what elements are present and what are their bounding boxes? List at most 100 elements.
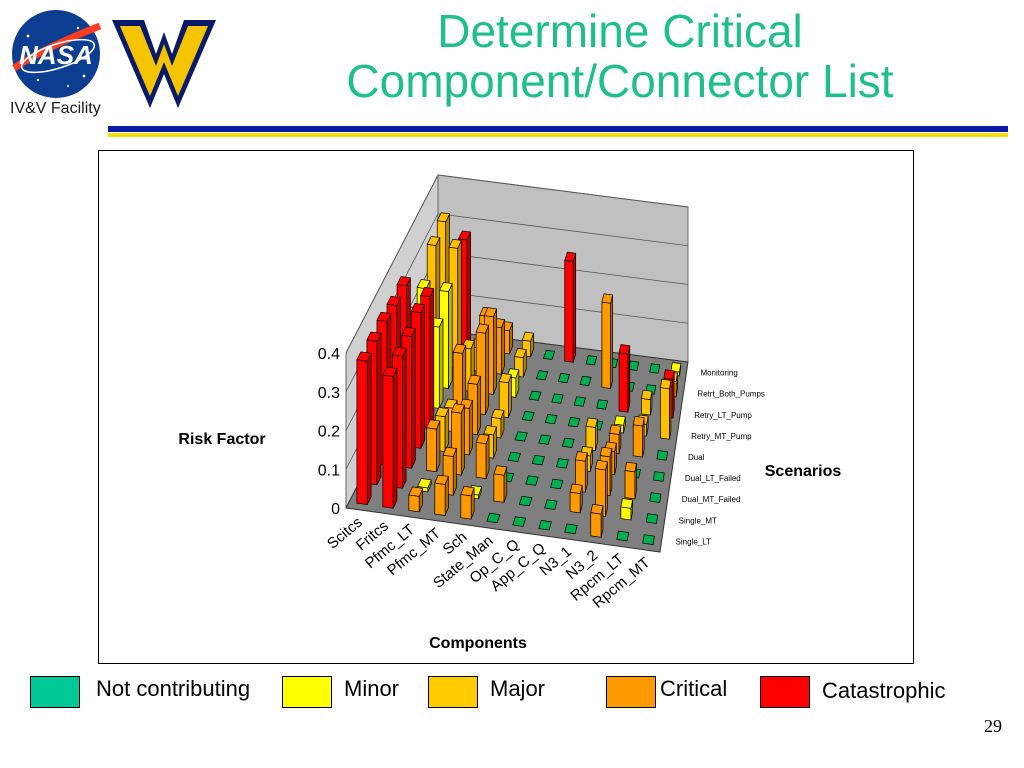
title-line-2: Component/Connector List: [346, 55, 894, 107]
bar-top: [556, 458, 569, 469]
bar-top: [618, 344, 631, 355]
bar-side: [468, 400, 473, 456]
bar-front: [641, 398, 651, 416]
bar-top: [574, 451, 588, 462]
z-tick-label: 0.1: [318, 462, 340, 479]
nasa-logo: NASA: [12, 10, 102, 98]
bar-State_Man-Retry_LT_Pump: [528, 390, 542, 401]
bar-front: [632, 424, 644, 458]
scenario-label: Retry_LT_Pump: [694, 411, 752, 420]
bar-Rpcm_MT-Single_MT: [645, 513, 659, 524]
bar-side: [493, 308, 497, 395]
bar-front: [624, 470, 636, 500]
legend-label-major: Major: [490, 676, 546, 701]
bar-Pfmc_LT-Dual_MT_Failed: [426, 419, 441, 473]
bar-Op_C_Q-Dual_LT_Failed: [531, 454, 545, 466]
bar-N3_1-Single_LT: [564, 523, 578, 535]
scenario-label: Retry_MT_Pump: [691, 432, 752, 441]
bar-top: [391, 346, 407, 357]
bar-top: [416, 279, 431, 289]
bar-side: [376, 333, 382, 485]
bar-front: [620, 506, 632, 521]
page-title: Determine Critical Component/Connector L…: [230, 6, 1010, 106]
bar-top: [475, 433, 490, 445]
x-axis-title: Components: [429, 635, 527, 652]
bar-top: [590, 503, 604, 515]
bar-front: [590, 512, 602, 538]
bar-top: [401, 326, 416, 337]
bar-top: [528, 390, 542, 401]
bar-App_C_Q-Dual: [561, 437, 575, 448]
bar-N3_1-Dual: [585, 417, 598, 452]
bar-N3_2-Retry_LT_Pump: [618, 344, 631, 413]
bar-top: [641, 389, 653, 401]
bar-top: [420, 287, 435, 298]
risk-chart: 00.10.20.30.4ScitcsFritcsPfmc_LTPfmc_MTS…: [178, 174, 841, 652]
scenario-label: Single_MT: [679, 516, 717, 525]
bar-top: [426, 236, 441, 246]
bar-top: [573, 396, 586, 407]
bar-top: [457, 230, 472, 241]
bar-top: [460, 485, 475, 497]
bar-top: [670, 362, 682, 373]
bar-Rpcm_MT-Dual: [656, 450, 669, 461]
bar-top: [624, 461, 637, 473]
header-rule-yellow: [108, 133, 1008, 137]
bar-top: [659, 378, 672, 390]
bar-App_C_Q-Monitoring: [585, 355, 598, 366]
bar-top: [652, 471, 665, 482]
bar-side: [476, 376, 481, 435]
bar-Rpcm_LT-Monitoring: [649, 363, 661, 374]
title-line-1: Determine Critical: [437, 5, 803, 57]
bar-Rpcm_MT-Retry_MT_Pump: [659, 378, 672, 440]
bar-top: [442, 446, 457, 457]
bar-top: [518, 495, 533, 507]
bar-Rpcm_MT-Dual_MT_Failed: [649, 492, 662, 503]
bar-top: [544, 413, 558, 425]
bar-top: [512, 516, 527, 527]
bar-top: [544, 499, 558, 510]
bar-top: [599, 446, 613, 458]
bar-top: [649, 492, 662, 503]
bar-Rpcm_LT-Single_MT: [620, 498, 633, 521]
bar-State_Man-Retrt_Both_Pumps: [535, 370, 549, 381]
bar-top: [642, 534, 655, 545]
chart-labels: 00.10.20.30.4ScitcsFritcsPfmc_LTPfmc_MTS…: [178, 346, 841, 652]
bar-side: [392, 368, 398, 509]
bar-Rpcm_LT-Dual: [632, 416, 645, 458]
scenario-label: Monitoring: [700, 369, 737, 378]
bar-top: [439, 282, 453, 292]
bar-State_Man-Dual: [514, 431, 528, 442]
bar-front: [426, 427, 437, 473]
bar-Sch-Retry_MT_Pump: [498, 373, 512, 419]
bar-top: [382, 366, 398, 377]
legend-label-critical: Critical: [660, 676, 728, 701]
bar-Op_C_Q-Dual_MT_Failed: [525, 475, 539, 486]
bar-side: [485, 324, 489, 415]
bar-side: [366, 353, 372, 505]
bar-Op_C_Q-Single_MT: [518, 495, 533, 507]
bar-top: [525, 475, 539, 486]
z-axis-title: Risk Factor: [178, 431, 265, 448]
legend-label-minor: Minor: [344, 676, 400, 701]
bar-side: [429, 288, 435, 429]
bar-top: [448, 238, 462, 249]
bar-App_C_Q-Dual_MT_Failed: [550, 478, 564, 490]
bar-State_Man-Monitoring: [542, 349, 556, 360]
bar-N3_2-Single_MT: [595, 459, 608, 517]
bar-side: [438, 318, 444, 409]
bar-top: [521, 410, 535, 422]
bar-top: [408, 486, 424, 497]
bar-top: [656, 450, 669, 461]
legend-swatch-critical: [606, 676, 656, 708]
bar-Op_C_Q-Dual: [538, 434, 552, 445]
bar-top: [366, 331, 382, 342]
bar-top: [551, 393, 564, 404]
legend: Not contributing Minor Major Critical Catast…: [30, 674, 1020, 714]
bar-top: [663, 369, 675, 380]
facility-label: IV&V Facility: [10, 100, 101, 117]
wv-logo: [112, 20, 216, 108]
bar-top: [434, 474, 449, 485]
gridline: [345, 174, 689, 354]
bar-top: [569, 483, 583, 494]
